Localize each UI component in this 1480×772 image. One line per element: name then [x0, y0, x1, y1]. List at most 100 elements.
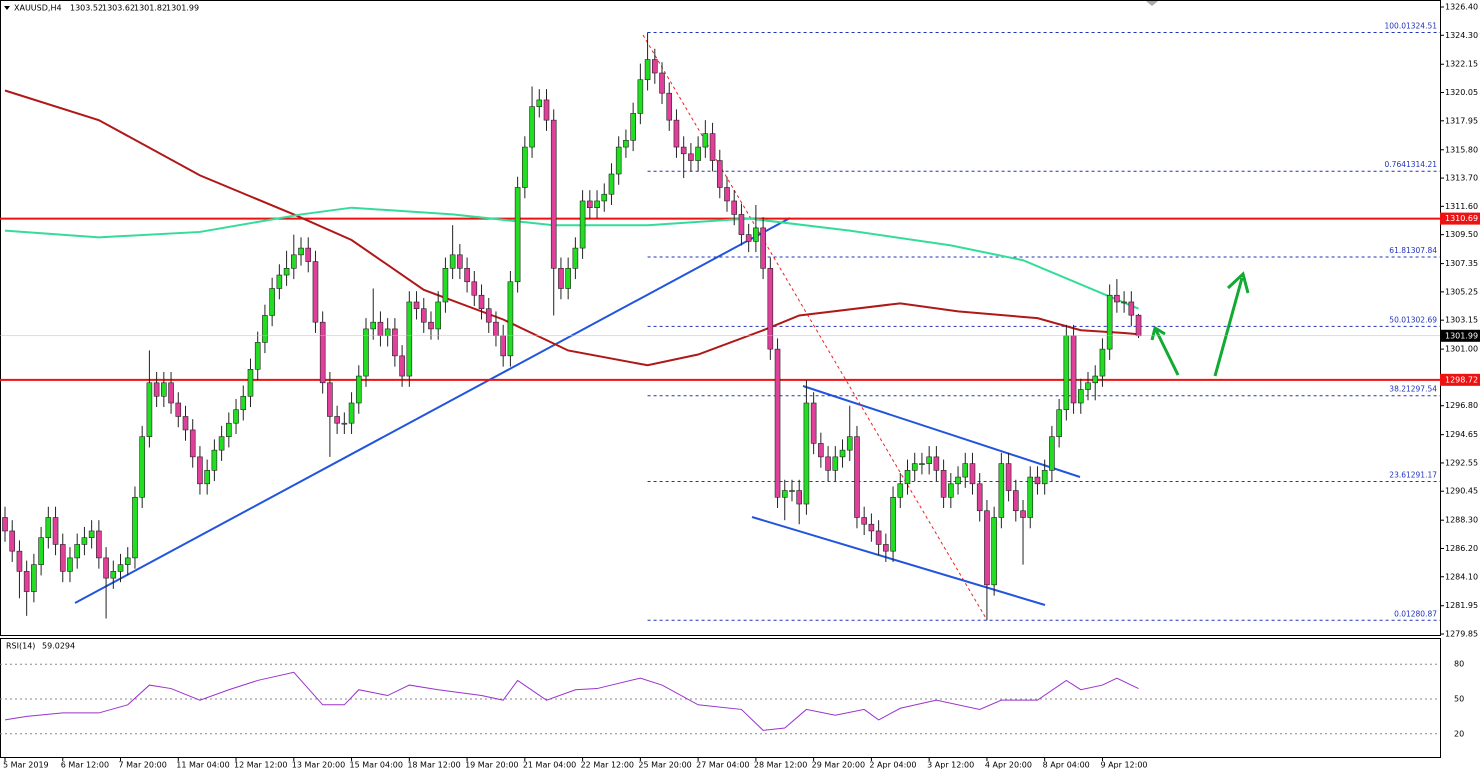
candle-body	[623, 140, 629, 148]
header-high: 1303.62	[102, 4, 135, 13]
fib-price: 1324.51	[1406, 21, 1437, 30]
candle-body	[161, 382, 167, 397]
candle-body	[781, 490, 788, 498]
candle-body	[1121, 301, 1127, 304]
candle-body	[16, 550, 23, 572]
y-tick-label: 1307.35	[1445, 259, 1478, 268]
candle-body	[211, 449, 218, 471]
fib-price: 1297.54	[1406, 385, 1437, 394]
candle-body	[875, 530, 882, 545]
candle-body	[962, 463, 969, 478]
rsi-tick-label: 50	[1454, 695, 1464, 704]
y-tick-label: 1281.95	[1445, 601, 1478, 610]
candle-body	[695, 146, 701, 161]
candle-body	[124, 557, 131, 565]
candle-body	[175, 402, 182, 417]
candle-body	[226, 422, 232, 437]
candle-body	[493, 321, 499, 336]
candle-body	[1106, 294, 1113, 350]
fib-price: 1307.84	[1406, 246, 1437, 255]
candle-body	[774, 348, 781, 498]
candle-body	[103, 557, 109, 579]
candle-body	[283, 268, 290, 276]
y-tick-label: 1301.00	[1445, 345, 1478, 354]
candle-body	[1005, 463, 1012, 491]
candle-body	[803, 402, 810, 505]
y-tick-label: 1292.55	[1445, 458, 1478, 467]
y-tick-label: 1326.40	[1445, 3, 1478, 12]
arrow-up	[1213, 277, 1244, 377]
candle-body	[926, 456, 932, 464]
candle-body	[146, 382, 153, 437]
candle-body	[38, 537, 44, 565]
y-tick-label: 1317.95	[1445, 116, 1478, 125]
candle-body	[522, 146, 528, 188]
arrow-down	[1153, 327, 1180, 376]
candle-body	[319, 321, 326, 384]
candle-body	[298, 247, 304, 256]
candle-body	[868, 523, 875, 532]
candle-body	[132, 496, 138, 559]
candle-body	[59, 544, 66, 572]
x-tick-label: 25 Mar 20:00	[638, 761, 691, 770]
candle-body	[955, 476, 961, 485]
candle-body	[890, 496, 896, 552]
fib-level: 50.0	[1389, 315, 1406, 324]
candle-body	[485, 308, 492, 323]
candle-body	[1085, 382, 1091, 390]
candle-body	[290, 254, 297, 269]
rsi-line	[4, 671, 1139, 731]
candle-body	[1063, 335, 1070, 411]
candle-body	[117, 564, 124, 572]
candle-body	[9, 530, 16, 552]
rsi-value: 59.0294	[42, 642, 75, 651]
rsi-panel-frame	[0, 638, 1441, 758]
x-tick-label: 19 Mar 20:00	[465, 761, 518, 770]
level-label: 1298.72	[1445, 375, 1478, 384]
y-tick-label: 1294.65	[1445, 430, 1478, 439]
header-open: 1303.52	[70, 4, 103, 13]
y-tick-label: 1311.60	[1445, 202, 1478, 211]
candle-body	[507, 281, 514, 357]
candle-body	[392, 328, 398, 357]
candle-body	[796, 490, 803, 505]
candle-body	[760, 227, 766, 269]
y-tick-label: 1305.25	[1445, 287, 1478, 296]
x-tick-label: 27 Mar 04:00	[696, 761, 749, 770]
x-tick-label: 5 Mar 2019	[3, 761, 49, 770]
candle-body	[197, 456, 203, 485]
candle-body	[31, 564, 37, 592]
y-tick-label: 1313.70	[1445, 174, 1478, 183]
candle-body	[911, 463, 918, 471]
level-label-box	[1440, 373, 1480, 386]
candle-body	[608, 173, 615, 195]
candle-body	[991, 517, 997, 586]
candle-body	[883, 544, 889, 552]
candle-body	[702, 133, 709, 148]
x-tick-label: 13 Mar 20:00	[292, 761, 345, 770]
y-tick-label: 1322.15	[1445, 60, 1478, 69]
y-tick-label: 1286.20	[1445, 544, 1478, 553]
last-price-label: 1301.99	[1445, 331, 1478, 340]
candle-body	[457, 254, 463, 269]
candle-body	[428, 321, 434, 330]
candle-body	[168, 382, 174, 404]
candle-body	[933, 456, 940, 471]
candle-body	[1099, 348, 1106, 377]
candle-body	[471, 281, 478, 296]
channel-upper	[802, 385, 1081, 478]
candle-body	[370, 321, 377, 330]
x-tick-label: 15 Mar 04:00	[350, 761, 403, 770]
moving-average	[4, 206, 1139, 310]
candle-body	[536, 99, 543, 107]
fib-level: 61.8	[1389, 246, 1406, 255]
x-tick-label: 21 Mar 04:00	[523, 761, 576, 770]
rsi-tick-label: 20	[1454, 729, 1464, 738]
fib-price: 1291.17	[1406, 471, 1437, 480]
candle-body	[377, 321, 384, 336]
y-tick-label: 1279.85	[1445, 630, 1478, 639]
x-tick-label: 22 Mar 12:00	[581, 761, 634, 770]
candle-body	[832, 456, 839, 471]
candle-body	[139, 436, 145, 498]
